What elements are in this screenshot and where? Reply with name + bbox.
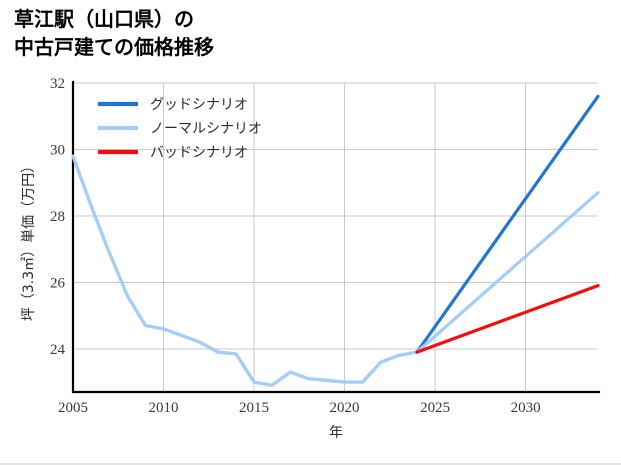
x-tick-label: 2005	[58, 400, 88, 416]
x-tick-label: 2020	[330, 400, 360, 416]
y-axis-title: 坪（3.3㎡）単価（万円）	[21, 159, 37, 321]
axis-frame	[71, 80, 601, 394]
y-tick-label: 30	[50, 142, 65, 158]
series-グッドシナリオ	[415, 94, 600, 354]
x-axis-ticks: 2005 2010 2015 2020 2025 2030	[58, 400, 541, 416]
x-tick-label: 2010	[149, 400, 179, 416]
footer-divider	[0, 463, 621, 465]
title-line-2: 中古戸建ての価格推移	[14, 34, 214, 59]
series-group	[71, 94, 600, 388]
axis-lines	[71, 80, 601, 394]
legend-label-1: ノーマルシナリオ	[150, 121, 262, 137]
series-ノーマルシナリオ	[415, 191, 600, 354]
y-axis-ticks: 24 26 28 30 32	[50, 76, 66, 358]
y-tick-label: 24	[50, 342, 66, 358]
legend-label-0: グッドシナリオ	[150, 97, 248, 113]
page-title: 草江駅（山口県）の 中古戸建ての価格推移	[14, 6, 604, 61]
x-tick-label: 2025	[420, 400, 450, 416]
y-tick-label: 32	[50, 76, 65, 92]
legend-label-2: バッドシナリオ	[150, 145, 248, 161]
y-tick-label: 28	[50, 209, 65, 225]
x-tick-label: 2015	[239, 400, 269, 416]
y-tick-label: 26	[50, 275, 66, 291]
series-バッドシナリオ	[415, 284, 600, 354]
title-line-1: 草江駅（山口県）の	[14, 7, 194, 31]
x-axis-title: 年	[329, 425, 343, 441]
x-tick-label: 2030	[511, 400, 541, 416]
series-実績（ノーマルシナリオ履歴）	[71, 154, 419, 388]
gridlines-group	[73, 82, 598, 392]
